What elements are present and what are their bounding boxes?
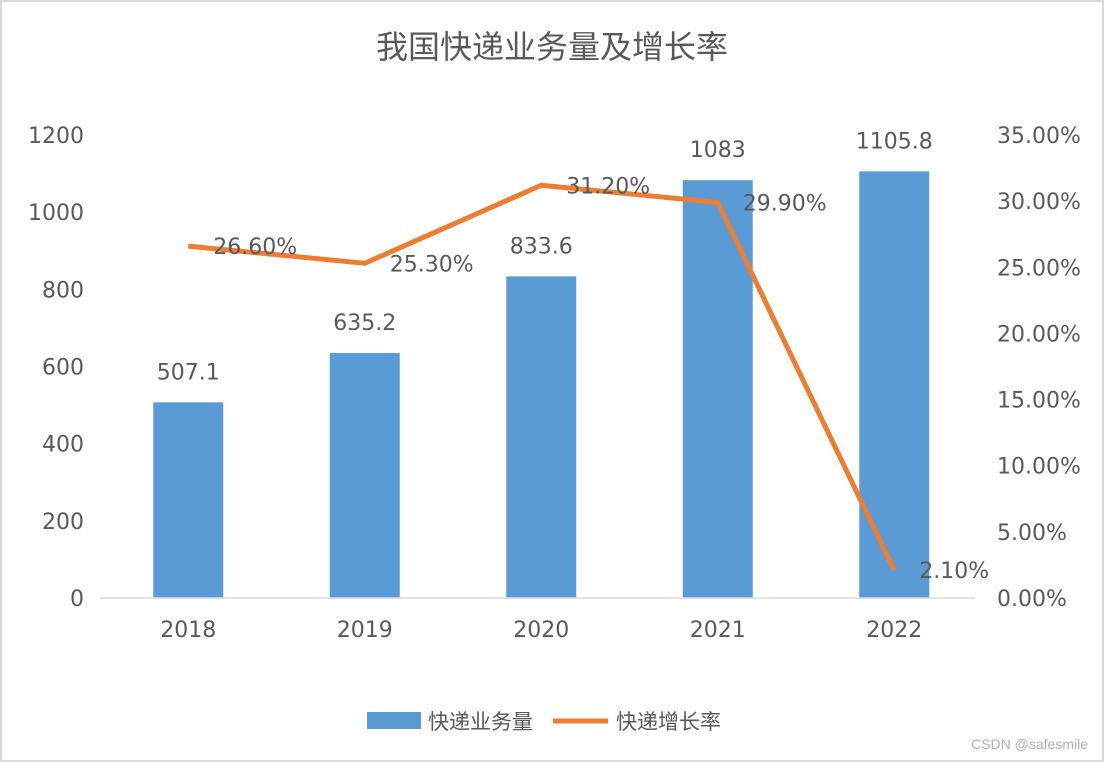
bar	[329, 352, 400, 598]
right-tick-label: 35.00%	[997, 124, 1081, 149]
right-tick-label: 25.00%	[997, 256, 1081, 281]
x-tick-label: 2021	[690, 618, 746, 643]
right-tick-label: 20.00%	[997, 322, 1081, 347]
x-tick-label: 2019	[337, 618, 393, 643]
right-tick-label: 0.00%	[997, 587, 1067, 612]
left-tick-label: 600	[42, 356, 84, 381]
legend-swatch-bar	[367, 712, 421, 729]
bar-data-label: 833.6	[510, 234, 573, 259]
right-tick-label: 15.00%	[997, 389, 1081, 414]
left-tick-label: 200	[42, 510, 84, 535]
bar	[153, 402, 224, 598]
left-tick-label: 1000	[28, 201, 84, 226]
legend: 快递业务量 快递增长率	[367, 710, 721, 734]
line-data-label: 31.20%	[566, 174, 650, 199]
line-data-label: 29.90%	[743, 191, 827, 216]
x-tick-label: 2020	[513, 618, 569, 643]
right-tick-label: 5.00%	[997, 521, 1067, 546]
right-tick-label: 30.00%	[997, 190, 1081, 215]
x-tick-label: 2018	[160, 618, 216, 643]
right-tick-label: 10.00%	[997, 455, 1081, 480]
left-tick-label: 800	[42, 278, 84, 303]
left-tick-label: 0	[70, 587, 84, 612]
left-axis: 0 200 400 600 800 1000 1200	[28, 124, 84, 612]
bar-data-label: 635.2	[333, 311, 396, 336]
legend-label-line: 快递增长率	[616, 710, 721, 734]
bar	[506, 276, 577, 598]
x-tick-label: 2022	[866, 618, 922, 643]
left-tick-label: 1200	[28, 124, 84, 149]
bar-data-label: 1105.8	[856, 129, 933, 154]
bar	[859, 171, 930, 598]
line-data-label: 26.60%	[213, 235, 297, 260]
bar-data-label: 507.1	[157, 360, 220, 385]
left-tick-label: 400	[42, 433, 84, 458]
bar-data-label: 1083	[690, 138, 746, 163]
line-data-label: 25.30%	[390, 252, 474, 277]
right-axis: 0.00% 5.00% 10.00% 15.00% 20.00% 25.00% 30.00%…	[997, 124, 1081, 612]
line-data-label: 2.10%	[919, 559, 989, 584]
watermark: CSDN @safesmile	[971, 736, 1088, 752]
legend-label-bar: 快递业务量	[428, 710, 533, 734]
x-axis: 2018 2019 2020 2021 2022	[160, 618, 922, 643]
chart-title: 我国快递业务量及增长率	[376, 28, 728, 66]
line-series: 26.60% 25.30% 31.20% 29.90% 2.10%	[188, 174, 989, 584]
bar	[682, 180, 753, 598]
